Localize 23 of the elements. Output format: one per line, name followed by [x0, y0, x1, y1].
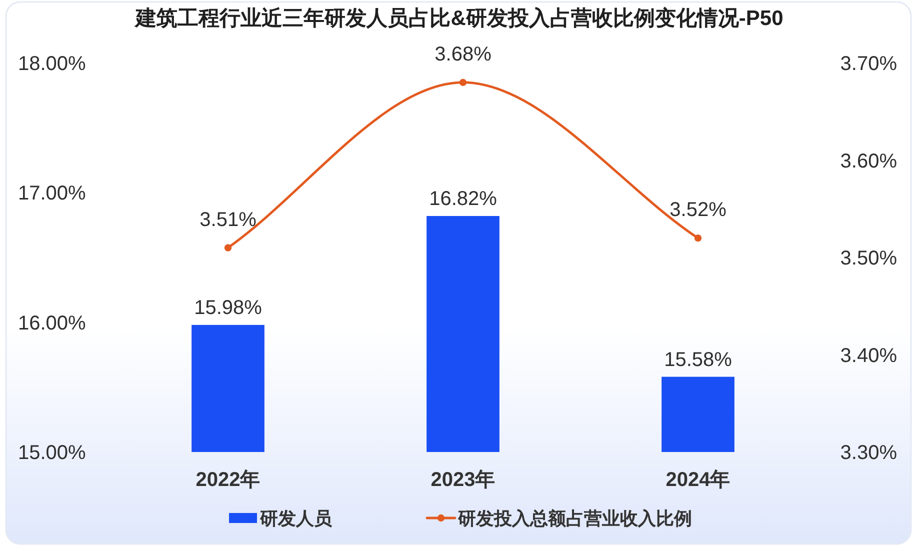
title: 建筑工程行业近三年研发人员占比&研发投入占营收比例变化情况-P50 — [136, 7, 784, 30]
data-label: 3.51% — [200, 208, 257, 231]
y-tick-label: 15.00% — [18, 442, 86, 464]
data-label: 16.82% — [429, 188, 498, 210]
data-label: 3.68% — [434, 43, 492, 66]
x-tick-label: 2024年 — [666, 469, 730, 491]
y2-tick-label: 3.70% — [840, 53, 898, 75]
point — [224, 244, 232, 252]
y-tick-label: 16.00% — [18, 312, 86, 334]
y2-tick-label: 3.50% — [840, 248, 898, 270]
data-label: 15.58% — [664, 348, 732, 371]
legend-label: 研发人员 — [259, 508, 333, 528]
y-tick-label: 18.00% — [18, 53, 86, 75]
point — [694, 234, 702, 242]
point — [459, 78, 467, 86]
y2-tick-label: 3.40% — [840, 344, 898, 367]
data-label: 3.52% — [670, 199, 727, 222]
data-label: 15.98% — [194, 296, 262, 319]
x-tick-label: 2022年 — [196, 469, 260, 491]
y-tick-label: 17.00% — [18, 182, 86, 205]
y2-tick-label: 3.60% — [840, 150, 898, 172]
y2-tick-label: 3.30% — [840, 442, 898, 464]
x-tick-label: 2023年 — [430, 469, 496, 491]
